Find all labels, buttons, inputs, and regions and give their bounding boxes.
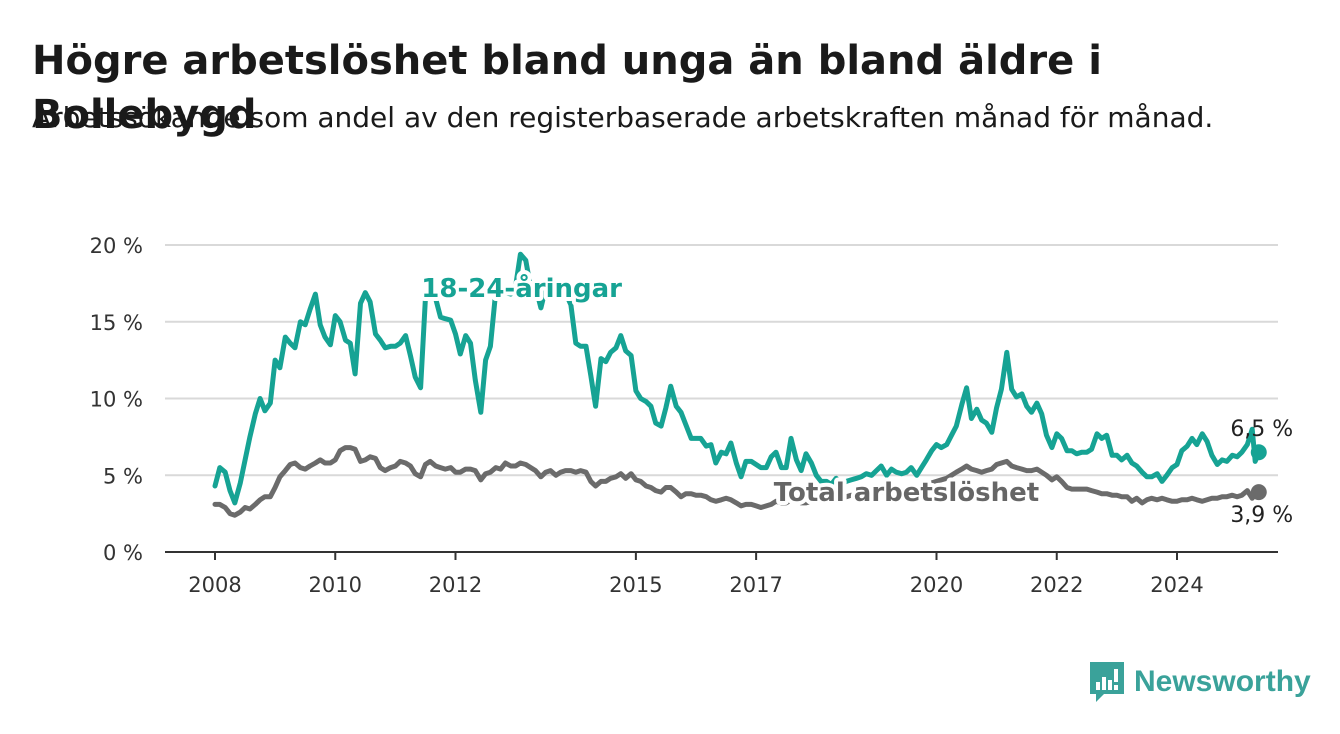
x-tick-label: 2010 <box>309 573 362 597</box>
series-label-youth: 18-24-åringar <box>421 272 622 304</box>
x-tick-label: 2008 <box>188 573 241 597</box>
y-tick-label: 10 % <box>90 388 143 412</box>
chart-subtitle: Arbetssökande som andel av den registerb… <box>32 101 1214 134</box>
y-tick-label: 5 % <box>103 464 143 488</box>
x-tick-label: 2012 <box>429 573 482 597</box>
x-tick-label: 2017 <box>729 573 782 597</box>
chart-title: Högre arbetslöshet bland unga än bland ä… <box>32 38 1102 138</box>
bar-chart-logo-icon <box>1090 662 1124 702</box>
y-tick-label: 0 % <box>103 541 143 565</box>
x-tick-label: 2015 <box>609 573 662 597</box>
youth-end-label: 6,5 % <box>1230 417 1293 442</box>
total-unemployment-line <box>212 445 1262 518</box>
y-tick-label: 20 % <box>90 234 143 258</box>
series-label-total: Total arbetslöshet <box>774 478 1039 508</box>
y-tick-label: 15 % <box>90 311 143 335</box>
series-label-halo: Total arbetslöshet <box>774 478 1039 508</box>
total-end-label: 3,9 % <box>1230 503 1293 528</box>
youth-unemployment-line <box>212 251 1262 506</box>
x-tick-label: 2022 <box>1030 573 1083 597</box>
newsworthy-logo: Newsworthy <box>1090 660 1311 704</box>
total-end-point <box>1250 484 1267 501</box>
series-label-halo: 18-24-åringar <box>421 272 622 304</box>
brand-name: Newsworthy <box>1134 665 1311 698</box>
youth-end-point <box>1250 444 1267 461</box>
x-tick-label: 2024 <box>1150 573 1203 597</box>
x-tick-label: 2020 <box>910 573 963 597</box>
